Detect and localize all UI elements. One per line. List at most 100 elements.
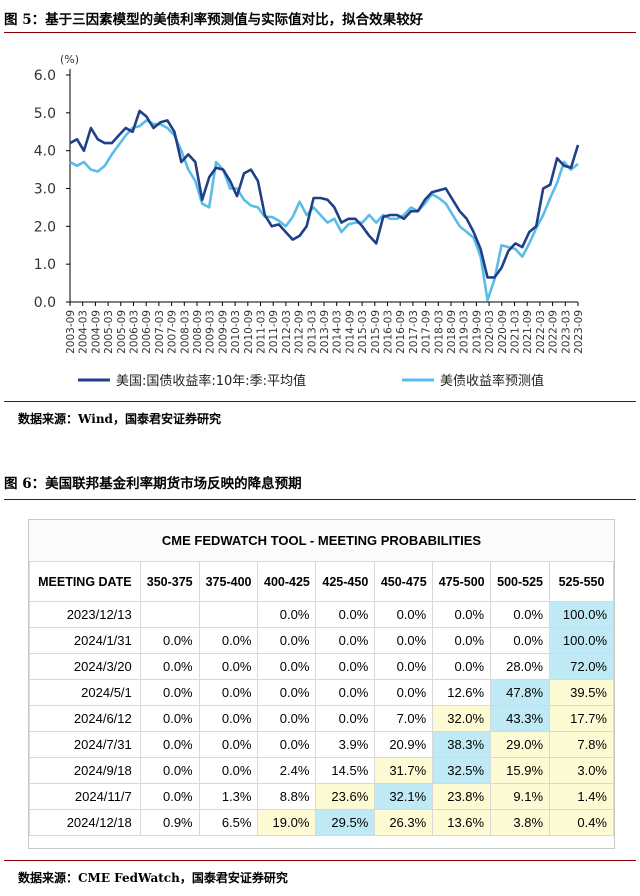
- probability-cell: 17.7%: [549, 705, 614, 732]
- probability-cell: 0.0%: [198, 653, 259, 680]
- table-row: 2024/7/31 0.0% 0.0% 0.0% 3.9% 20.9% 38.3% 29.0%…: [29, 731, 614, 758]
- title-rule: [4, 499, 636, 500]
- x-tick-label: 2017-03: [408, 310, 420, 354]
- probability-cell: 7.8%: [549, 731, 614, 758]
- x-tick-label: 2013-03: [306, 310, 318, 354]
- probability-cell: 19.0%: [257, 809, 317, 836]
- x-tick-label: 2016-03: [383, 310, 395, 354]
- probability-cell: 23.6%: [315, 783, 376, 810]
- probability-cell: 26.3%: [374, 809, 434, 836]
- probability-cell: 0.0%: [315, 679, 376, 706]
- col-header-rate: 450-475: [374, 561, 434, 602]
- probability-cell: 0.4%: [549, 809, 614, 836]
- x-tick-label: 2005-03: [103, 310, 115, 354]
- probability-cell: [139, 601, 200, 628]
- x-tick-label: 2019-09: [471, 310, 483, 354]
- probability-cell: 0.0%: [315, 627, 376, 654]
- x-tick-label: 2005-09: [116, 310, 128, 354]
- x-tick-label: 2021-09: [522, 310, 534, 354]
- x-tick-label: 2009-09: [217, 310, 229, 354]
- probability-cell: 29.5%: [315, 809, 376, 836]
- x-tick-label: 2023-09: [573, 310, 585, 354]
- x-tick-label: 2020-09: [497, 310, 509, 354]
- probability-cell: 0.0%: [374, 679, 434, 706]
- x-tick-label: 2012-03: [281, 310, 293, 354]
- probability-cell: 2.4%: [257, 757, 317, 784]
- x-tick-label: 2009-03: [205, 310, 217, 354]
- probability-cell: 0.0%: [374, 627, 434, 654]
- col-header-rate: 375-400: [198, 561, 259, 602]
- x-tick-label: 2012-09: [294, 310, 306, 354]
- probability-cell: 8.8%: [257, 783, 317, 810]
- x-tick-label: 2010-03: [230, 310, 242, 354]
- y-tick-label: 3.0: [34, 182, 56, 198]
- probability-cell: 0.0%: [490, 601, 551, 628]
- probability-cell: 0.0%: [198, 627, 259, 654]
- probability-cell: 0.0%: [139, 653, 200, 680]
- legend-label: 美债收益率预测值: [440, 373, 544, 389]
- y-tick-label: 1.0: [34, 257, 56, 273]
- probability-cell: 0.0%: [374, 653, 434, 680]
- title-rule: [4, 32, 636, 33]
- probability-cell: 0.0%: [374, 601, 434, 628]
- probability-cell: 29.0%: [490, 731, 551, 758]
- probability-cell: 28.0%: [490, 653, 551, 680]
- figure-5-source: 数据来源：Wind，国泰君安证券研究: [18, 412, 221, 426]
- meeting-date-cell: 2024/3/20: [29, 653, 141, 680]
- y-tick-label: 0.0: [34, 295, 56, 311]
- probability-cell: 0.0%: [198, 757, 259, 784]
- x-tick-label: 2004-09: [90, 310, 102, 354]
- series-actual-yield-line: [69, 109, 580, 279]
- x-tick-label: 2015-03: [357, 310, 369, 354]
- probability-cell: 0.0%: [315, 705, 376, 732]
- col-header-meeting-date: MEETING DATE: [29, 561, 141, 602]
- probability-cell: 0.0%: [139, 679, 200, 706]
- legend-label: 美国:国债收益率:10年:季:平均值: [116, 373, 306, 389]
- x-tick-label: 2021-03: [510, 310, 522, 354]
- y-tick-label: 2.0: [34, 219, 56, 235]
- x-tick-label: 2008-09: [192, 310, 204, 354]
- x-tick-label: 2004-03: [78, 310, 90, 354]
- x-tick-label: 2015-09: [370, 310, 382, 354]
- probability-cell: 0.0%: [198, 679, 259, 706]
- probability-cell: 0.0%: [257, 627, 317, 654]
- probability-cell: 20.9%: [374, 731, 434, 758]
- probability-cell: 3.8%: [490, 809, 551, 836]
- x-tick-label: 2011-03: [256, 310, 268, 354]
- y-tick-label: 5.0: [34, 106, 56, 122]
- probability-cell: 32.5%: [432, 757, 492, 784]
- probability-cell: 32.1%: [374, 783, 434, 810]
- probability-cell: 38.3%: [432, 731, 492, 758]
- probability-cell: 1.4%: [549, 783, 614, 810]
- figure-6-source: 数据来源：CME FedWatch，国泰君安证券研究: [18, 871, 288, 885]
- probability-cell: 0.0%: [198, 705, 259, 732]
- meeting-probabilities-table: MEETING DATE 350-375 375-400 400-425 425-450…: [29, 561, 614, 836]
- figure-5-title: 图 5：基于三因素模型的美债利率预测值与实际值对比，拟合效果较好: [4, 12, 424, 28]
- fedwatch-panel: CME FEDWATCH TOOL - MEETING PROBABILITIE…: [28, 519, 615, 849]
- meeting-date-cell: 2024/6/12: [29, 705, 141, 732]
- meeting-date-cell: 2024/5/1: [29, 679, 141, 706]
- y-tick-label: 6.0: [34, 68, 56, 84]
- probability-cell: 0.0%: [490, 627, 551, 654]
- table-row: 2023/12/13 0.0% 0.0% 0.0% 0.0% 0.0% 100.0%: [29, 601, 614, 628]
- probability-cell: 0.0%: [198, 731, 259, 758]
- x-tick-label: 2020-03: [484, 310, 496, 354]
- probability-cell: 0.0%: [432, 653, 492, 680]
- x-tick-label: 2022-09: [548, 310, 560, 354]
- probability-cell: 0.0%: [139, 757, 200, 784]
- probability-cell: 0.0%: [257, 731, 317, 758]
- x-tick-label: 2018-03: [433, 310, 445, 354]
- probability-cell: 100.0%: [549, 627, 614, 654]
- probability-cell: 13.6%: [432, 809, 492, 836]
- probability-cell: 7.0%: [374, 705, 434, 732]
- probability-cell: 0.0%: [315, 653, 376, 680]
- meeting-date-cell: 2024/1/31: [29, 627, 141, 654]
- table-row: 2024/11/7 0.0% 1.3% 8.8% 23.6% 32.1% 23.8% 9.1%…: [29, 783, 614, 810]
- x-tick-label: 2014-09: [344, 310, 356, 354]
- probability-cell: 0.9%: [139, 809, 200, 836]
- probability-cell: 15.9%: [490, 757, 551, 784]
- x-tick-label: 2017-09: [421, 310, 433, 354]
- x-tick-label: 2006-03: [129, 310, 141, 354]
- x-tick-label: 2013-09: [319, 310, 331, 354]
